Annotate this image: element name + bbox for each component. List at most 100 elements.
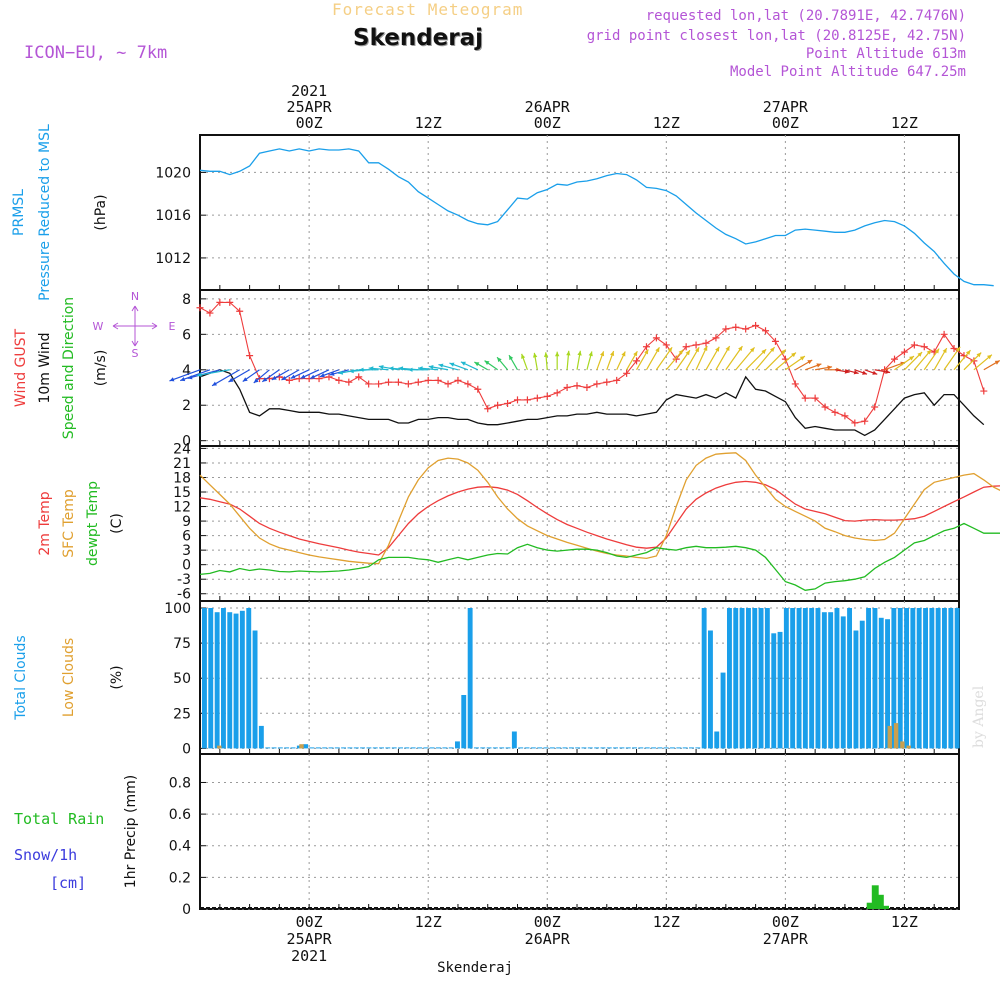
total-clouds-bar [885,619,890,749]
total-clouds-bar [695,747,701,749]
wind-gust-marker [801,394,809,402]
wind-gust-marker [593,380,601,388]
wind-direction-arrowhead [180,377,186,382]
requested-coordinates: requested lon,lat (20.7891E, 42.7476N) [645,8,966,24]
wind-gust-marker [613,376,621,384]
total-clouds-bar [398,747,403,749]
top-time-label: 27APR [763,98,809,116]
y-tick-label: 9 [182,514,191,530]
y-tick-label: 0 [182,434,191,450]
svg-text:by Angel: by Angel [971,685,987,748]
wind-direction-arrowhead [329,371,335,376]
total-clouds-bar [714,731,720,749]
bottom-time-label: 2021 [291,947,327,965]
total-clouds-bar [360,747,365,749]
wind-direction-arrowhead [388,366,394,371]
total-clouds-bar [916,608,922,749]
compass-s: S [132,347,139,360]
wind-direction-arrowhead [885,369,891,374]
total-clouds-bar [701,608,707,749]
total-clouds-bar [878,617,884,749]
y-axis-label: (m/s) [93,350,109,387]
total-clouds-bar [923,608,928,749]
total-clouds-bar [891,608,897,749]
wind-direction-arrowhead [703,346,708,351]
total-clouds-bar [385,747,391,749]
total-clouds-bar [303,744,309,749]
compass-w: W [93,320,104,333]
bottom-time-label: 25APR [287,930,333,948]
wind-direction-arrowhead [770,347,775,352]
wind-direction-arrowhead [836,367,841,372]
bottom-time-label: 12Z [415,913,442,931]
wind-gust-marker [742,325,750,333]
wind-direction-arrow [655,346,673,371]
wind-direction-arrowhead [212,381,217,386]
wind-direction-arrow [725,345,743,371]
total-clouds-bar [480,747,486,749]
total-clouds-bar [720,672,726,749]
total-clouds-bar [499,747,505,749]
total-clouds-bar [834,608,840,749]
y-axis-label: Wind GUST [13,328,29,407]
wind-direction-arrowhead [418,366,423,371]
wind-direction-arrowhead [533,352,538,358]
wind-direction-arrowhead [621,351,626,357]
wind-gust-marker [841,412,849,420]
total-clouds-bar [663,747,669,749]
wind-direction-arrowhead [521,353,526,359]
wind-direction-arrowhead [438,363,444,368]
wind-direction-arrowhead [577,350,582,356]
total-clouds-bar [543,747,549,749]
total-clouds-bar [727,608,732,749]
y-tick-label: 24 [173,441,191,457]
total-clouds-bar [752,608,758,749]
bottom-time-label: 12Z [891,913,918,931]
wind-gust-marker [940,330,948,338]
total-clouds-bar [505,747,511,749]
total-clouds-bar [840,616,846,749]
point-altitude: Point Altitude 613m [805,46,966,62]
wind-gust-marker [811,394,819,402]
wind-direction-arrowhead [827,365,833,370]
wind-direction-arrowhead [862,370,867,375]
wind-direction-arrowhead [738,346,743,351]
y-axis-label: 2m Temp [37,491,53,555]
panel-frame-2 [199,289,960,447]
total-clouds-bar [746,608,751,749]
total-clouds-bar [802,608,808,749]
total-clouds-bar [239,610,245,749]
total-clouds-bar [309,747,315,749]
total-clouds-bar [733,608,739,749]
total-clouds-bar [492,747,498,749]
total-clouds-bar [562,747,568,749]
total-clouds-bar [758,608,764,749]
total-clouds-bar [315,747,321,749]
total-clouds-bar [252,630,258,749]
wind-direction-arrowhead [955,346,961,352]
wind-gust-marker [831,408,839,416]
bottom-time-label: 26APR [525,930,571,948]
precip-legend-label: Snow/1h [14,846,77,864]
y-axis-label: (C) [109,513,125,534]
wind-gust-marker [523,396,531,404]
wind-gust-marker [464,380,472,388]
total-clouds-bar [284,747,290,749]
low-clouds-bar [887,725,892,749]
wind-direction-arrowhead [509,355,514,361]
model-point-altitude: Model Point Altitude 647.25m [729,64,966,80]
wind-direction-arrow [765,349,787,371]
y-axis-label: dewpt Temp [85,481,101,566]
wind-gust-marker [871,403,879,411]
total-clouds-bar [682,747,688,749]
wind-gust-marker [533,394,541,402]
total-clouds-bar [328,747,334,749]
wind-direction-arrowhead [378,365,384,370]
total-clouds-bar [379,747,384,749]
top-time-label: 12Z [653,114,680,132]
top-time-label: 25APR [287,98,333,116]
total-clouds-bar [322,747,328,749]
wind-gust-marker [950,345,958,352]
wind-direction-arrowhead [228,377,234,382]
wind-direction-arrowhead [398,366,404,371]
